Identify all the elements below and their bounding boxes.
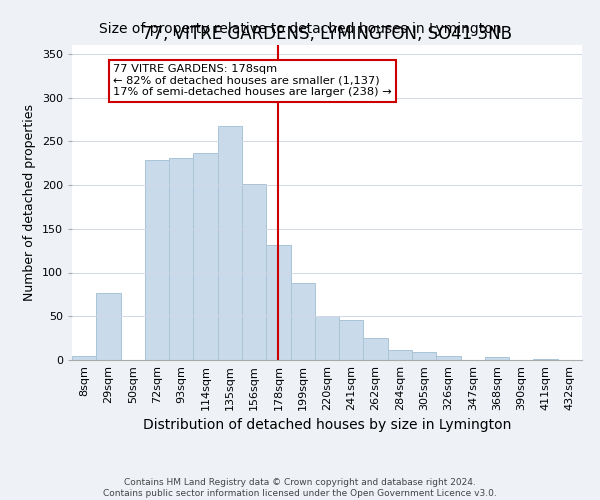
Bar bbox=[388, 350, 412, 360]
Y-axis label: Number of detached properties: Number of detached properties bbox=[23, 104, 36, 301]
Text: Size of property relative to detached houses in Lymington: Size of property relative to detached ho… bbox=[99, 22, 501, 36]
Bar bbox=[169, 158, 193, 360]
X-axis label: Distribution of detached houses by size in Lymington: Distribution of detached houses by size … bbox=[143, 418, 511, 432]
Bar bbox=[485, 356, 509, 360]
Bar bbox=[290, 283, 315, 360]
Bar bbox=[436, 356, 461, 360]
Bar bbox=[533, 359, 558, 360]
Text: 77 VITRE GARDENS: 178sqm
← 82% of detached houses are smaller (1,137)
17% of sem: 77 VITRE GARDENS: 178sqm ← 82% of detach… bbox=[113, 64, 392, 98]
Bar bbox=[266, 246, 290, 360]
Bar bbox=[72, 356, 96, 360]
Bar bbox=[242, 184, 266, 360]
Bar bbox=[145, 160, 169, 360]
Title: 77, VITRE GARDENS, LYMINGTON, SO41 3NB: 77, VITRE GARDENS, LYMINGTON, SO41 3NB bbox=[142, 26, 512, 44]
Text: Contains HM Land Registry data © Crown copyright and database right 2024.
Contai: Contains HM Land Registry data © Crown c… bbox=[103, 478, 497, 498]
Bar bbox=[315, 316, 339, 360]
Bar bbox=[412, 352, 436, 360]
Bar bbox=[218, 126, 242, 360]
Bar bbox=[339, 320, 364, 360]
Bar bbox=[193, 152, 218, 360]
Bar bbox=[96, 292, 121, 360]
Bar bbox=[364, 338, 388, 360]
